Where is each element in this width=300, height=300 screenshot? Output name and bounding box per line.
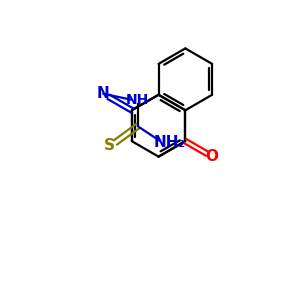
Text: N: N — [97, 86, 110, 101]
Text: S: S — [103, 138, 115, 153]
Text: O: O — [206, 149, 219, 164]
Text: NH: NH — [126, 93, 149, 106]
Text: NH₂: NH₂ — [154, 135, 186, 150]
